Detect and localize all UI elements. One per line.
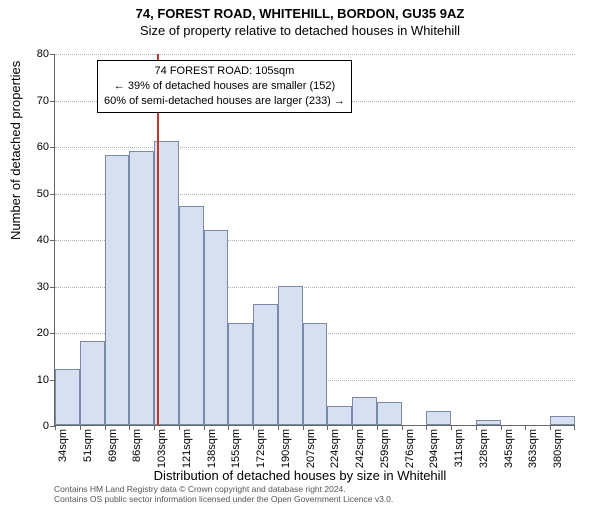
ytick-label: 80 (19, 48, 49, 60)
ytick-label: 30 (19, 281, 49, 293)
xtick-mark (501, 425, 502, 430)
histogram-bar (253, 304, 278, 425)
histogram-bar (476, 420, 501, 425)
footer-line2: Contains OS public sector information li… (54, 494, 600, 504)
footer-line1: Contains HM Land Registry data © Crown c… (54, 484, 600, 494)
ytick-mark (50, 101, 55, 102)
xtick-mark (574, 425, 575, 430)
xtick-label: 345sqm (503, 429, 515, 468)
annotation-line2: ← 39% of detached houses are smaller (15… (104, 79, 345, 94)
xtick-label: 138sqm (206, 429, 218, 468)
histogram-bar (278, 286, 303, 426)
xtick-label: 224sqm (329, 429, 341, 468)
ytick-label: 0 (19, 420, 49, 432)
histogram-bar (105, 155, 130, 425)
xtick-label: 311sqm (453, 429, 465, 467)
histogram-bar (327, 406, 352, 425)
xtick-label: 86sqm (131, 429, 143, 462)
ytick-label: 60 (19, 141, 49, 153)
chart-title-sub: Size of property relative to detached ho… (0, 23, 600, 38)
gridline (55, 147, 575, 148)
xtick-label: 121sqm (181, 429, 193, 468)
xtick-mark (154, 425, 155, 430)
chart-title-main: 74, FOREST ROAD, WHITEHILL, BORDON, GU35… (0, 6, 600, 21)
ytick-mark (50, 240, 55, 241)
ytick-label: 40 (19, 234, 49, 246)
xtick-label: 69sqm (107, 429, 119, 462)
histogram-bar (80, 341, 105, 425)
annotation-callout: 74 FOREST ROAD: 105sqm← 39% of detached … (97, 60, 352, 113)
xtick-label: 259sqm (379, 429, 391, 468)
histogram-bar (377, 402, 402, 425)
xtick-label: 276sqm (404, 429, 416, 468)
xtick-label: 172sqm (255, 429, 267, 468)
xtick-label: 190sqm (280, 429, 292, 468)
xtick-mark (253, 425, 254, 430)
x-axis-label: Distribution of detached houses by size … (0, 468, 600, 483)
histogram-bar (55, 369, 80, 425)
chart-plot-area: 0102030405060708034sqm51sqm69sqm86sqm103… (54, 54, 574, 426)
xtick-mark (204, 425, 205, 430)
xtick-mark (352, 425, 353, 430)
xtick-mark (55, 425, 56, 430)
xtick-label: 207sqm (305, 429, 317, 468)
xtick-label: 155sqm (230, 429, 242, 468)
annotation-line1: 74 FOREST ROAD: 105sqm (104, 64, 345, 79)
ytick-mark (50, 287, 55, 288)
histogram-bar (303, 323, 328, 425)
annotation-line3: 60% of semi-detached houses are larger (… (104, 94, 345, 109)
ytick-label: 70 (19, 95, 49, 107)
gridline (55, 54, 575, 55)
xtick-label: 34sqm (57, 429, 69, 462)
ytick-mark (50, 194, 55, 195)
xtick-mark (179, 425, 180, 430)
histogram-bar (550, 416, 575, 425)
ytick-mark (50, 147, 55, 148)
ytick-mark (50, 54, 55, 55)
xtick-mark (278, 425, 279, 430)
xtick-mark (105, 425, 106, 430)
xtick-mark (303, 425, 304, 430)
histogram-bar (228, 323, 253, 425)
ytick-label: 50 (19, 188, 49, 200)
histogram-bar (426, 411, 451, 425)
histogram-bar (204, 230, 229, 425)
ytick-label: 20 (19, 327, 49, 339)
histogram-bar (352, 397, 377, 425)
xtick-mark (476, 425, 477, 430)
xtick-label: 380sqm (552, 429, 564, 468)
xtick-label: 294sqm (428, 429, 440, 468)
histogram-bar (179, 206, 204, 425)
ytick-mark (50, 333, 55, 334)
xtick-label: 51sqm (82, 429, 94, 462)
footer-attribution: Contains HM Land Registry data © Crown c… (0, 484, 600, 504)
xtick-label: 363sqm (527, 429, 539, 468)
xtick-label: 242sqm (354, 429, 366, 468)
xtick-mark (377, 425, 378, 430)
histogram-bar (129, 151, 154, 425)
xtick-mark (402, 425, 403, 430)
ytick-label: 10 (19, 374, 49, 386)
xtick-mark (80, 425, 81, 430)
xtick-label: 103sqm (156, 429, 168, 468)
xtick-label: 328sqm (478, 429, 490, 468)
